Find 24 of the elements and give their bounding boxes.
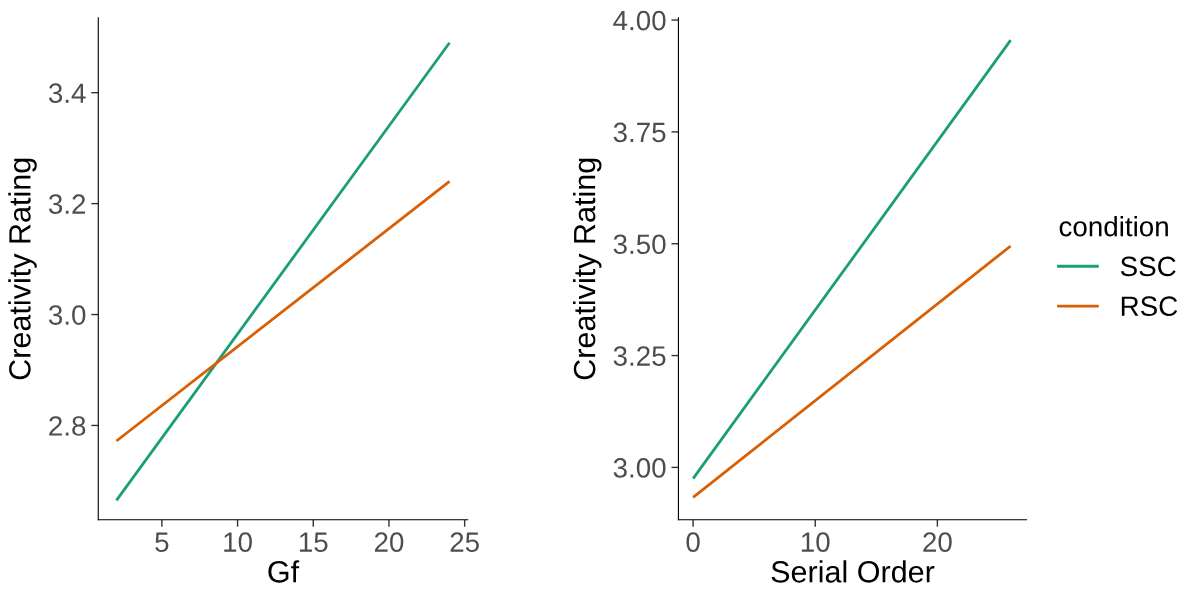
x-tick-label: 20 <box>923 532 952 552</box>
y-tick-label: 3.4 <box>48 83 86 104</box>
y-tick-label: 3.50 <box>613 234 666 255</box>
legend-label: RSC <box>1121 296 1178 317</box>
x-tick-label: 5 <box>155 532 169 552</box>
y-tick-label: 3.00 <box>613 458 666 478</box>
legend-title: condition <box>1059 216 1168 237</box>
y-axis-title: Creativity Rating <box>8 158 37 380</box>
x-tick-label: 20 <box>374 532 404 552</box>
x-tick-label: 10 <box>801 532 830 552</box>
y-tick-label: 3.2 <box>48 194 86 214</box>
x-tick-label: 0 <box>686 532 700 552</box>
x-tick-label: 15 <box>299 532 328 552</box>
legend-label: SSC <box>1120 256 1176 277</box>
y-tick-label: 3.0 <box>48 305 86 325</box>
x-tick-label: 10 <box>224 532 252 552</box>
y-axis-title: Creativity Rating <box>572 158 602 380</box>
y-tick-label: 2.8 <box>49 416 86 436</box>
y-tick-label: 3.25 <box>613 346 666 366</box>
y-tick-label: 4.00 <box>613 10 666 31</box>
x-axis-title: Serial Order <box>771 560 935 583</box>
y-tick-label: 3.75 <box>613 122 666 143</box>
x-tick-label: 25 <box>450 532 479 552</box>
x-axis-title: Gf <box>268 560 300 583</box>
